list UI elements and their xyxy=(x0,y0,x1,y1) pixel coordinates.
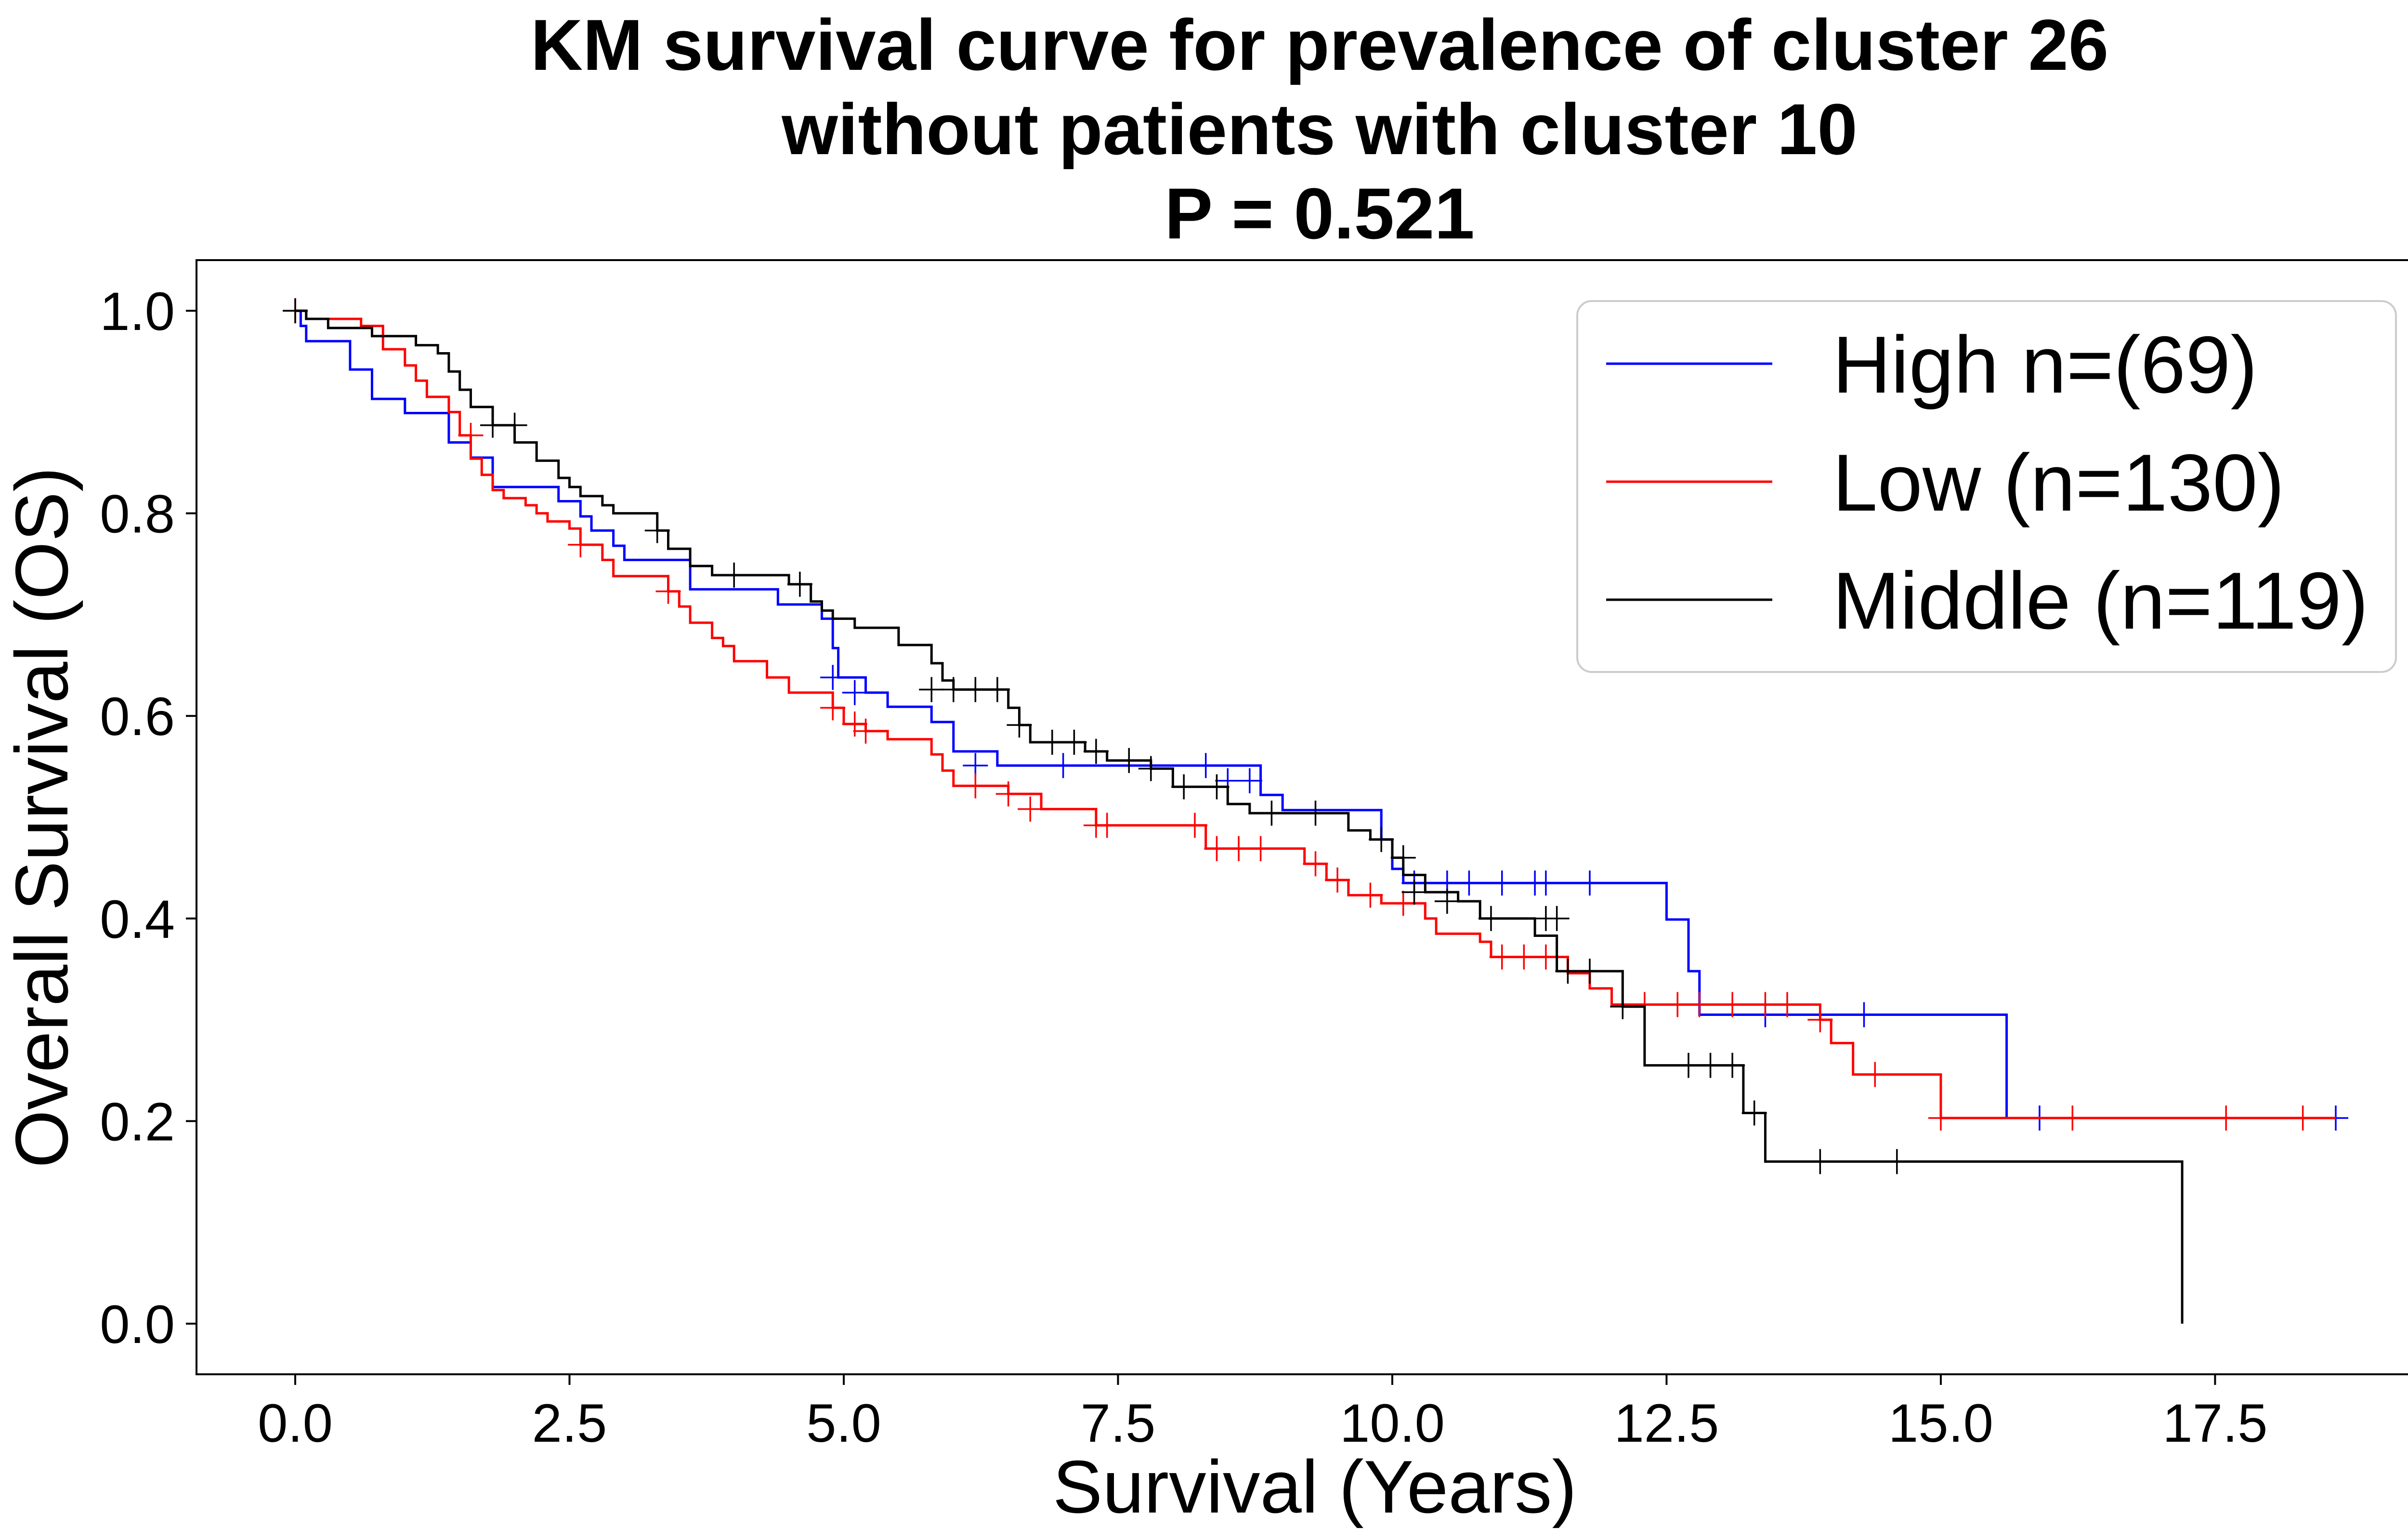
x-tick-label: 5.0 xyxy=(806,1393,881,1453)
y-axis-ticks: 0.0 0.2 0.4 0.6 0.8 1.0 xyxy=(100,281,196,1355)
y-tick-label: 0.6 xyxy=(100,686,175,747)
km-curve-low xyxy=(295,309,2336,1119)
y-tick-label: 0.2 xyxy=(100,1092,175,1152)
x-axis-ticks: 0.0 2.5 5.0 7.5 10.0 12.5 15.0 17.5 xyxy=(258,1374,2267,1453)
y-tick-label: 0.4 xyxy=(100,889,175,949)
x-tick-label: 15.0 xyxy=(1888,1393,1993,1453)
plot-frame xyxy=(196,259,2408,1375)
x-tick-label: 2.5 xyxy=(532,1393,607,1453)
y-tick-label: 0.8 xyxy=(100,484,175,544)
x-tick-label: 17.5 xyxy=(2162,1393,2267,1453)
x-tick-label: 12.5 xyxy=(1614,1393,1719,1453)
x-tick-label: 10.0 xyxy=(1340,1393,1445,1453)
x-tick-label: 0.0 xyxy=(258,1393,333,1453)
title-line-1: KM survival curve for prevalence of clus… xyxy=(531,4,2108,85)
chart-title: KM survival curve for prevalence of clus… xyxy=(531,4,2108,254)
title-line-3-p-value: P = 0.521 xyxy=(1165,173,1475,254)
legend-label-high: High n=(69) xyxy=(1832,319,2258,410)
x-tick-label: 7.5 xyxy=(1081,1393,1156,1453)
y-axis-label: Overall Survival (OS) xyxy=(0,467,83,1168)
legend: High n=(69) Low (n=130) Middle (n=119) xyxy=(1576,300,2397,673)
legend-label-middle: Middle (n=119) xyxy=(1832,555,2369,646)
x-axis-label: Survival (Years) xyxy=(1053,1445,1577,1528)
series-high xyxy=(295,309,2348,1131)
series-layer xyxy=(283,298,2348,1324)
series-middle xyxy=(283,298,2184,1324)
y-tick-label: 1.0 xyxy=(100,281,175,342)
legend-label-low: Low (n=130) xyxy=(1832,437,2285,528)
plot-area xyxy=(196,259,2408,1375)
km-curve-high xyxy=(295,309,2336,1119)
title-line-2: without patients with cluster 10 xyxy=(781,89,1858,170)
series-low xyxy=(283,298,2336,1131)
y-tick-label: 0.0 xyxy=(100,1294,175,1355)
legend-frame xyxy=(1576,300,2397,673)
